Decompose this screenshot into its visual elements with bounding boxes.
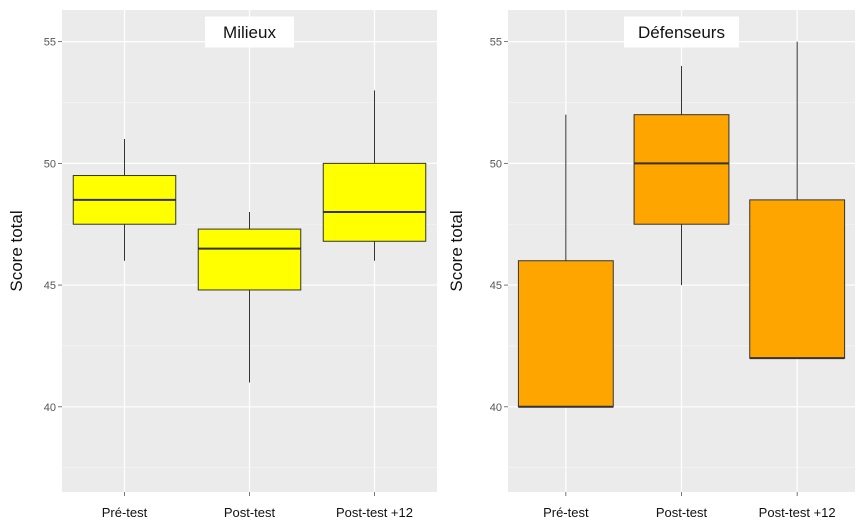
box-body (322, 162, 427, 242)
panel-title-background (624, 16, 739, 48)
x-tick-label: Pré-test (543, 505, 589, 520)
panel-milieux: 40 45 50 55 Pré-test Post-test Post-test +12 Mi… (7, 10, 437, 520)
box-body (749, 199, 846, 359)
y-tick-label: 40 (44, 402, 56, 414)
y-tick-label: 45 (490, 280, 502, 292)
y-tick-label: 55 (44, 37, 56, 49)
x-tick-label: Post-test +12 (336, 505, 413, 520)
y-axis-label: Score total (447, 210, 466, 291)
x-tick-label: Post-test +12 (759, 505, 836, 520)
box-pre-test (72, 139, 177, 261)
panel-title: Milieux (223, 23, 276, 42)
box-post-test-12 (749, 41, 846, 360)
box-body (197, 228, 302, 291)
y-tick-label: 40 (490, 402, 502, 414)
y-axis-label: Score total (7, 210, 26, 291)
x-tick-label: Post-test (224, 505, 276, 520)
y-tick-label: 45 (44, 280, 56, 292)
panel-title-background (205, 16, 294, 48)
box-body (633, 114, 730, 225)
panel-title: Défenseurs (638, 23, 725, 42)
panel-defenseurs: 40 45 50 55 Pré-test Post-test Post-test +12 Dé… (447, 10, 855, 520)
box-post-test-12 (322, 90, 427, 261)
x-tick-label: Post-test (656, 505, 708, 520)
y-tick-label: 55 (490, 37, 502, 49)
x-tick-label: Pré-test (102, 505, 148, 520)
box-post-test (197, 212, 302, 383)
box-body (517, 260, 614, 408)
y-tick-label: 50 (490, 158, 502, 170)
box-post-test (633, 65, 730, 286)
box-pre-test (517, 114, 614, 408)
y-tick-label: 50 (44, 158, 56, 170)
